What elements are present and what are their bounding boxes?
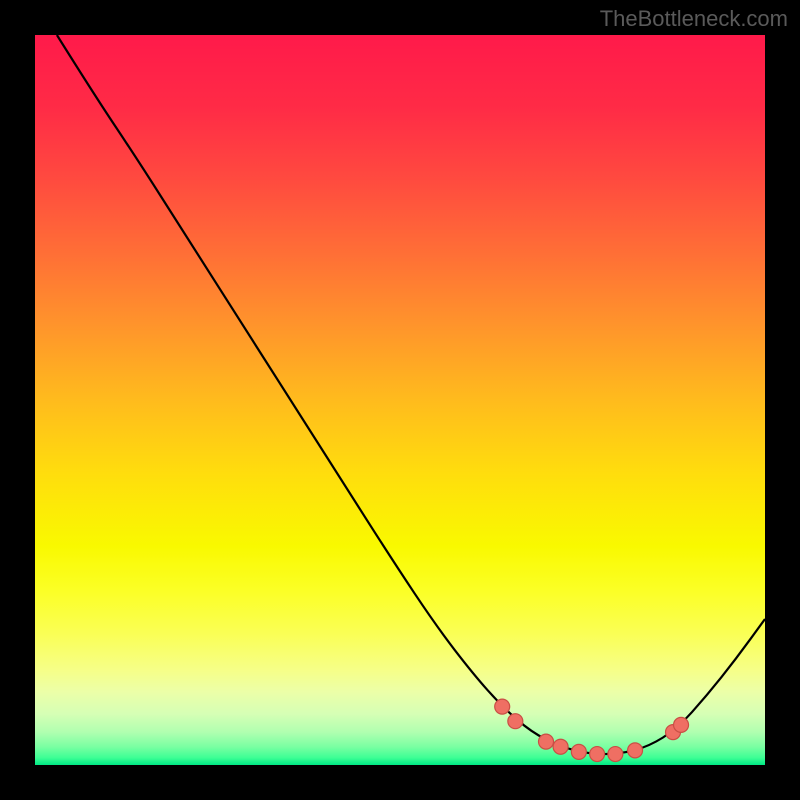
curve-markers (495, 699, 689, 761)
chart-container: TheBottleneck.com (0, 0, 800, 800)
marker-dot (495, 699, 510, 714)
marker-dot (571, 744, 586, 759)
marker-dot (553, 739, 568, 754)
marker-dot (508, 714, 523, 729)
marker-dot (674, 717, 689, 732)
bottleneck-curve (57, 35, 765, 754)
watermark-text: TheBottleneck.com (600, 6, 788, 32)
marker-dot (590, 747, 605, 762)
marker-dot (628, 743, 643, 758)
marker-dot (539, 734, 554, 749)
marker-dot (608, 747, 623, 762)
curve-overlay (35, 35, 765, 765)
plot-area (35, 35, 765, 765)
